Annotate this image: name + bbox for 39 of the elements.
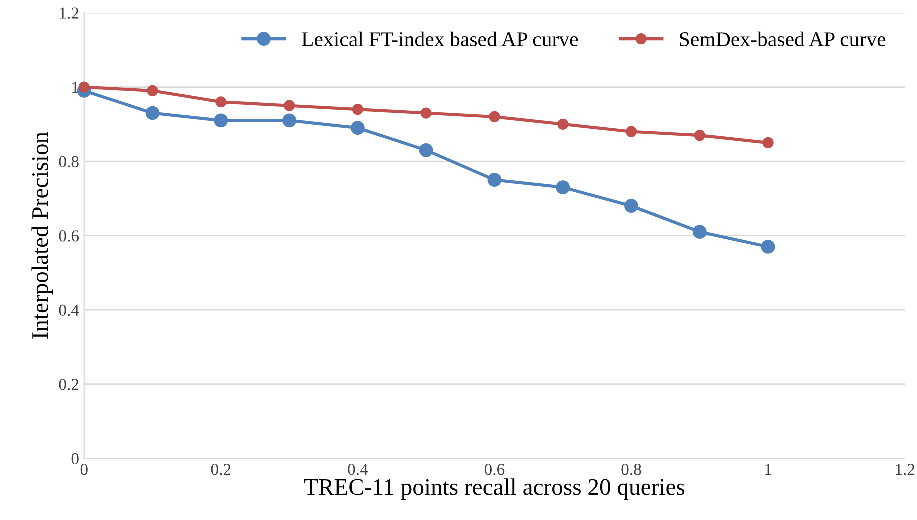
point [216, 96, 227, 108]
y-axis-title: Interpolated Precision [32, 132, 54, 339]
point [488, 173, 502, 188]
point [284, 100, 296, 112]
x-tick-label: 0.6 [484, 464, 505, 476]
point [420, 108, 432, 119]
point [352, 104, 364, 116]
legend-label: SemDex-based AP curve [680, 32, 886, 47]
point [147, 85, 158, 97]
y-tick-label: 0.6 [59, 230, 80, 242]
y-tick-label: 0 [72, 453, 79, 465]
y-tick-label: 0.8 [59, 156, 79, 168]
x-tick-label: 0 [80, 464, 88, 476]
point [761, 240, 776, 254]
x-tick-label: 0.2 [211, 464, 231, 476]
y-tick-label: 1.2 [60, 8, 79, 20]
x-tick-label: 0.4 [348, 464, 368, 476]
point [558, 118, 569, 130]
point [146, 106, 160, 120]
point [694, 130, 706, 142]
point [762, 137, 774, 149]
point [78, 82, 90, 93]
y-tick-label: 0.2 [59, 379, 79, 390]
point [624, 199, 638, 214]
x-tick-label: 1.2 [896, 464, 915, 476]
point [489, 111, 500, 123]
legend-label: Lexical FT-index based AP curve [302, 32, 578, 47]
point [350, 121, 365, 136]
y-tick-label: 1 [72, 82, 79, 94]
point [419, 143, 434, 158]
point [556, 180, 570, 194]
x-tick-label: 1 [766, 464, 772, 476]
x-axis-title: TREC-11 points recall across 20 queries [304, 478, 685, 500]
point [282, 114, 296, 128]
point [626, 126, 638, 138]
point [692, 225, 707, 240]
x-tick-label: 0.8 [622, 464, 642, 476]
y-tick-label: 0.4 [59, 304, 80, 316]
point [214, 114, 228, 128]
